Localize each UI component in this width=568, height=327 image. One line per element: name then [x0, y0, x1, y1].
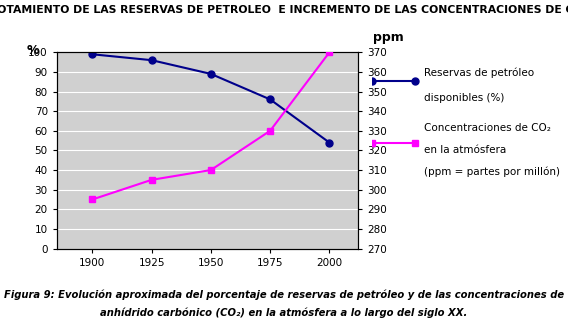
Text: anhídrido carbónico (CO₂) en la atmósfera a lo largo del siglo XX.: anhídrido carbónico (CO₂) en la atmósfer…	[101, 307, 467, 318]
Text: en la atmósfera: en la atmósfera	[424, 145, 507, 155]
Text: Reservas de petróleo: Reservas de petróleo	[424, 67, 534, 78]
Text: AGOTAMIENTO DE LAS RESERVAS DE PETROLEO  E INCREMENTO DE LAS CONCENTRACIONES DE : AGOTAMIENTO DE LAS RESERVAS DE PETROLEO …	[0, 5, 568, 15]
Y-axis label: %: %	[27, 44, 39, 58]
Text: (ppm = partes por millón): (ppm = partes por millón)	[424, 166, 560, 177]
Text: Concentraciones de CO₂: Concentraciones de CO₂	[424, 123, 551, 133]
Text: Figura 9: Evolución aproximada del porcentaje de reservas de petróleo y de las c: Figura 9: Evolución aproximada del porce…	[4, 289, 564, 300]
Text: disponibles (%): disponibles (%)	[424, 93, 504, 103]
Y-axis label: ppm: ppm	[373, 31, 403, 44]
